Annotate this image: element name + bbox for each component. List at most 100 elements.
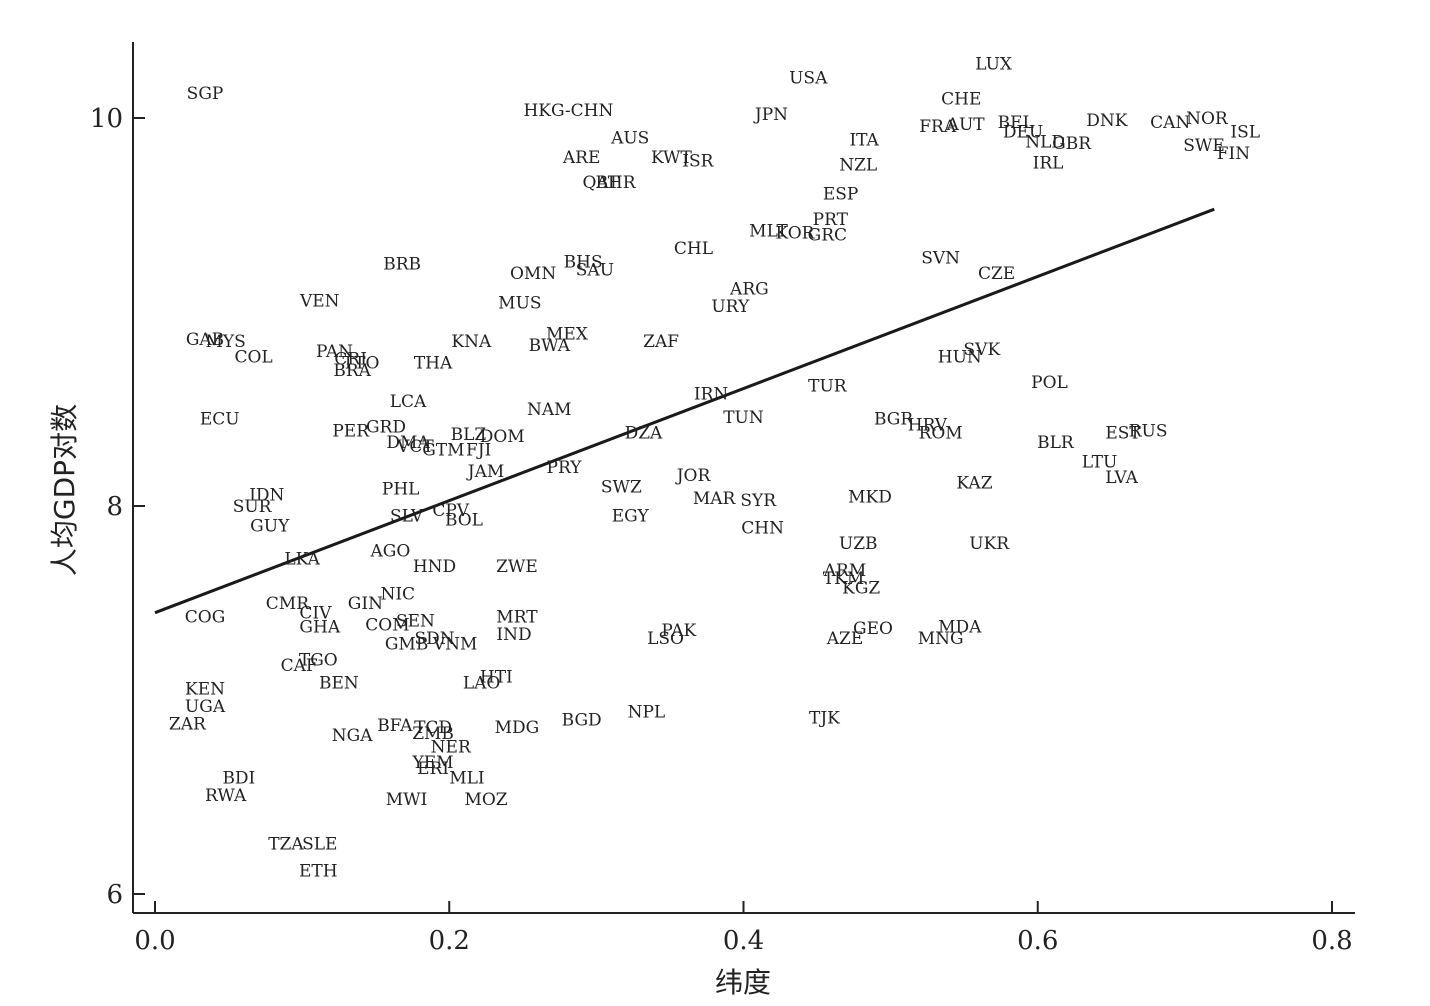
point-label: FRA <box>919 117 957 137</box>
point-label: CPV <box>432 501 469 521</box>
point-label: VNM <box>432 635 478 655</box>
point-label: FIN <box>1217 144 1251 164</box>
point-label: COL <box>234 348 272 368</box>
point-label: USA <box>789 68 828 88</box>
point-label: BEL <box>998 113 1034 133</box>
point-label: TTO <box>343 353 380 373</box>
point-label: GMB <box>385 635 428 655</box>
point-label: GAB <box>186 330 224 350</box>
point-label: MUS <box>498 293 541 313</box>
point-label: DMA <box>386 433 430 453</box>
point-label: ERI <box>417 759 449 779</box>
point-label: ZAR <box>169 714 207 734</box>
point-label: UGA <box>185 697 226 717</box>
x-tick-label: 0.6 <box>1017 926 1058 956</box>
point-label: CAF <box>281 656 318 676</box>
point-label: BHS <box>564 253 603 273</box>
axes: 0.0 0.2 0.4 0.6 0.8 6 8 10 <box>90 42 1355 956</box>
point-label: GEO <box>853 619 893 639</box>
point-label: KAZ <box>956 474 992 494</box>
point-label: SDN <box>414 629 454 649</box>
point-label: PRT <box>813 210 849 230</box>
point-label: CAN <box>1150 113 1190 133</box>
point-label: TKM <box>823 569 864 589</box>
point-label: LVA <box>1105 468 1138 488</box>
point-label: SLV <box>390 507 424 527</box>
point-label: MLI <box>449 769 484 789</box>
point-label: DNK <box>1086 111 1128 131</box>
point-label: KGZ <box>842 578 880 598</box>
point-label: ARG <box>729 280 769 300</box>
point-label: ISR <box>682 152 714 172</box>
point-label: ARE <box>562 148 601 168</box>
point-label: MOZ <box>464 790 507 810</box>
point-label: SYR <box>740 491 777 511</box>
point-label: OMN <box>510 264 556 284</box>
y-axis-title: 人均GDP对数 <box>48 404 81 576</box>
point-label: SGP <box>187 84 224 104</box>
point-label: AGO <box>370 542 411 562</box>
point-label: SVK <box>964 340 1001 360</box>
point-label: BGD <box>562 710 602 730</box>
point-label: TUN <box>723 408 764 428</box>
y-tick-label: 8 <box>106 492 123 522</box>
point-label: URY <box>711 297 750 317</box>
point-label: NGA <box>332 726 373 746</box>
point-label: HKG-CHN <box>523 101 613 121</box>
point-label: NOR <box>1186 109 1229 129</box>
point-label: DZA <box>625 423 663 443</box>
point-label: MEX <box>546 324 589 344</box>
point-label: ECU <box>200 410 240 430</box>
point-label: BWA <box>529 336 571 356</box>
point-label: SLE <box>302 835 337 855</box>
point-label: KOR <box>776 223 816 243</box>
point-label: QAT <box>582 173 619 193</box>
point-label: BLR <box>1037 433 1075 453</box>
data-points: LUX USA SGP CHE HKG-CHN JPN NOR BEL DNK CAN FRAAUT… <box>169 55 1260 882</box>
point-label: DEU <box>1003 123 1043 143</box>
point-label: TZA <box>268 835 304 855</box>
point-label: SWE <box>1183 136 1225 156</box>
point-label: PRY <box>547 458 583 478</box>
point-label: ZAF <box>643 332 679 352</box>
point-label: TUR <box>808 377 848 397</box>
point-label: AZE <box>826 629 864 649</box>
point-label: AUS <box>610 128 649 148</box>
point-label: LCA <box>390 392 427 412</box>
point-label: SWZ <box>601 478 642 498</box>
point-label: NPL <box>628 703 666 723</box>
point-label: ROM <box>919 423 963 443</box>
point-label: UZB <box>839 534 878 554</box>
y-tick-label: 6 <box>106 880 123 910</box>
point-label: MRT <box>496 608 538 628</box>
point-label: NZL <box>839 156 877 176</box>
point-label: GIN <box>348 594 383 614</box>
point-label: CMR <box>266 594 310 614</box>
point-label: TJK <box>809 708 840 728</box>
point-label: CIV <box>299 604 332 624</box>
x-tick-label: 0.8 <box>1311 926 1352 956</box>
point-label: JOR <box>675 466 712 486</box>
point-label: LKA <box>284 549 320 569</box>
x-axis-title: 纬度 <box>715 966 771 999</box>
point-label: GHA <box>299 617 340 637</box>
point-label: NER <box>431 738 472 758</box>
point-label: COG <box>185 608 226 628</box>
point-label: BDI <box>222 769 255 789</box>
point-label: MNG <box>918 629 964 649</box>
point-label: IDN <box>249 485 284 505</box>
point-label: MWI <box>386 790 428 810</box>
point-label: SVN <box>921 249 960 269</box>
point-label: ITA <box>849 130 879 150</box>
point-label: YEM <box>412 753 454 773</box>
point-label: LUX <box>975 55 1013 75</box>
point-label: CHN <box>741 518 784 538</box>
x-tick-label: 0.2 <box>429 926 470 956</box>
point-label: SUR <box>233 497 273 517</box>
point-label: MDA <box>938 617 982 637</box>
point-label: PHL <box>382 480 420 500</box>
point-label: ZMB <box>412 724 454 744</box>
point-label: IRN <box>694 384 729 404</box>
point-label: BEN <box>319 674 359 694</box>
point-label: ISL <box>1230 123 1260 143</box>
